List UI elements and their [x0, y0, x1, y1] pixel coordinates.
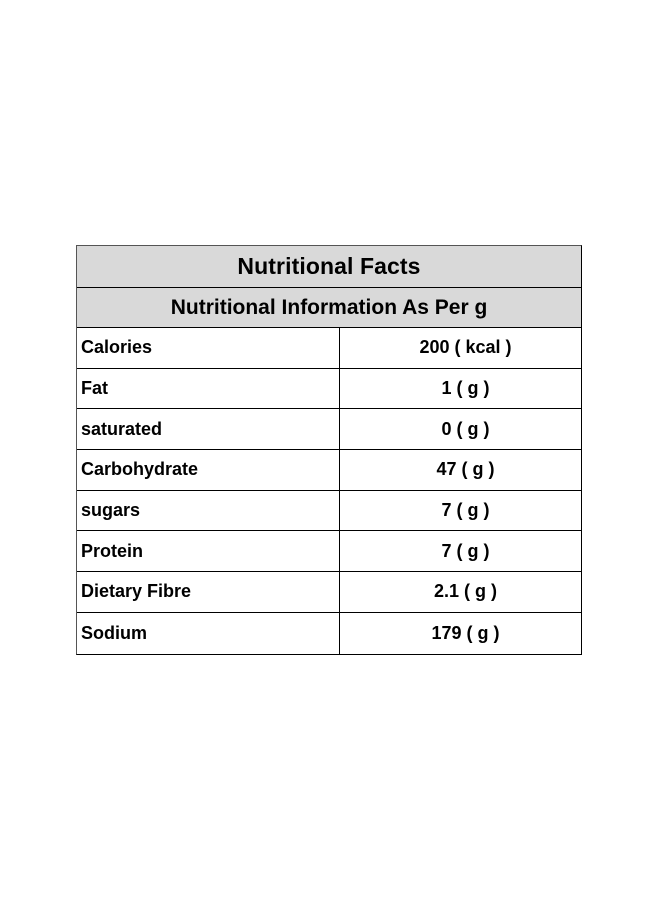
row-value-sugars: 7 ( g ): [441, 500, 490, 521]
table-row: Calories 200 ( kcal ): [77, 328, 581, 369]
table-row: sugars 7 ( g ): [77, 490, 581, 532]
table-title: Nutritional Facts: [77, 246, 581, 288]
row-label-sodium: Sodium: [77, 612, 340, 654]
table-row: Carbohydrate 47 ( g ): [77, 450, 581, 491]
row-label-fat: Fat: [77, 368, 340, 409]
row-value-saturated: 0 ( g ): [441, 418, 490, 439]
table-row: Fat 1 ( g ): [77, 368, 581, 410]
row-value-dietary-fibre: 2.1 ( g ): [433, 581, 497, 602]
row-value-calories: 200 ( kcal ): [419, 337, 512, 358]
table-subtitle: Nutritional Information As Per g: [77, 288, 581, 328]
row-value-sodium: 179 ( g ): [431, 622, 500, 643]
row-label-saturated: saturated: [77, 409, 340, 450]
row-value-fat: 1 ( g ): [441, 378, 490, 399]
table-row: Sodium 179 ( g ): [77, 612, 581, 654]
row-label-dietary-fibre: Dietary Fibre: [77, 572, 340, 612]
row-label-calories: Calories: [77, 328, 340, 368]
row-label-carbohydrate: Carbohydrate: [77, 450, 340, 490]
row-label-sugars: sugars: [77, 490, 340, 531]
row-value-protein: 7 ( g ): [441, 540, 490, 561]
table-row: Dietary Fibre 2.1 ( g ): [77, 572, 581, 613]
nutrition-facts-table: Nutritional Facts Nutritional Informatio…: [76, 245, 582, 655]
row-value-carbohydrate: 47 ( g ): [436, 459, 495, 480]
table-row: saturated 0 ( g ): [77, 409, 581, 451]
row-label-protein: Protein: [77, 531, 340, 572]
table-row: Protein 7 ( g ): [77, 531, 581, 573]
